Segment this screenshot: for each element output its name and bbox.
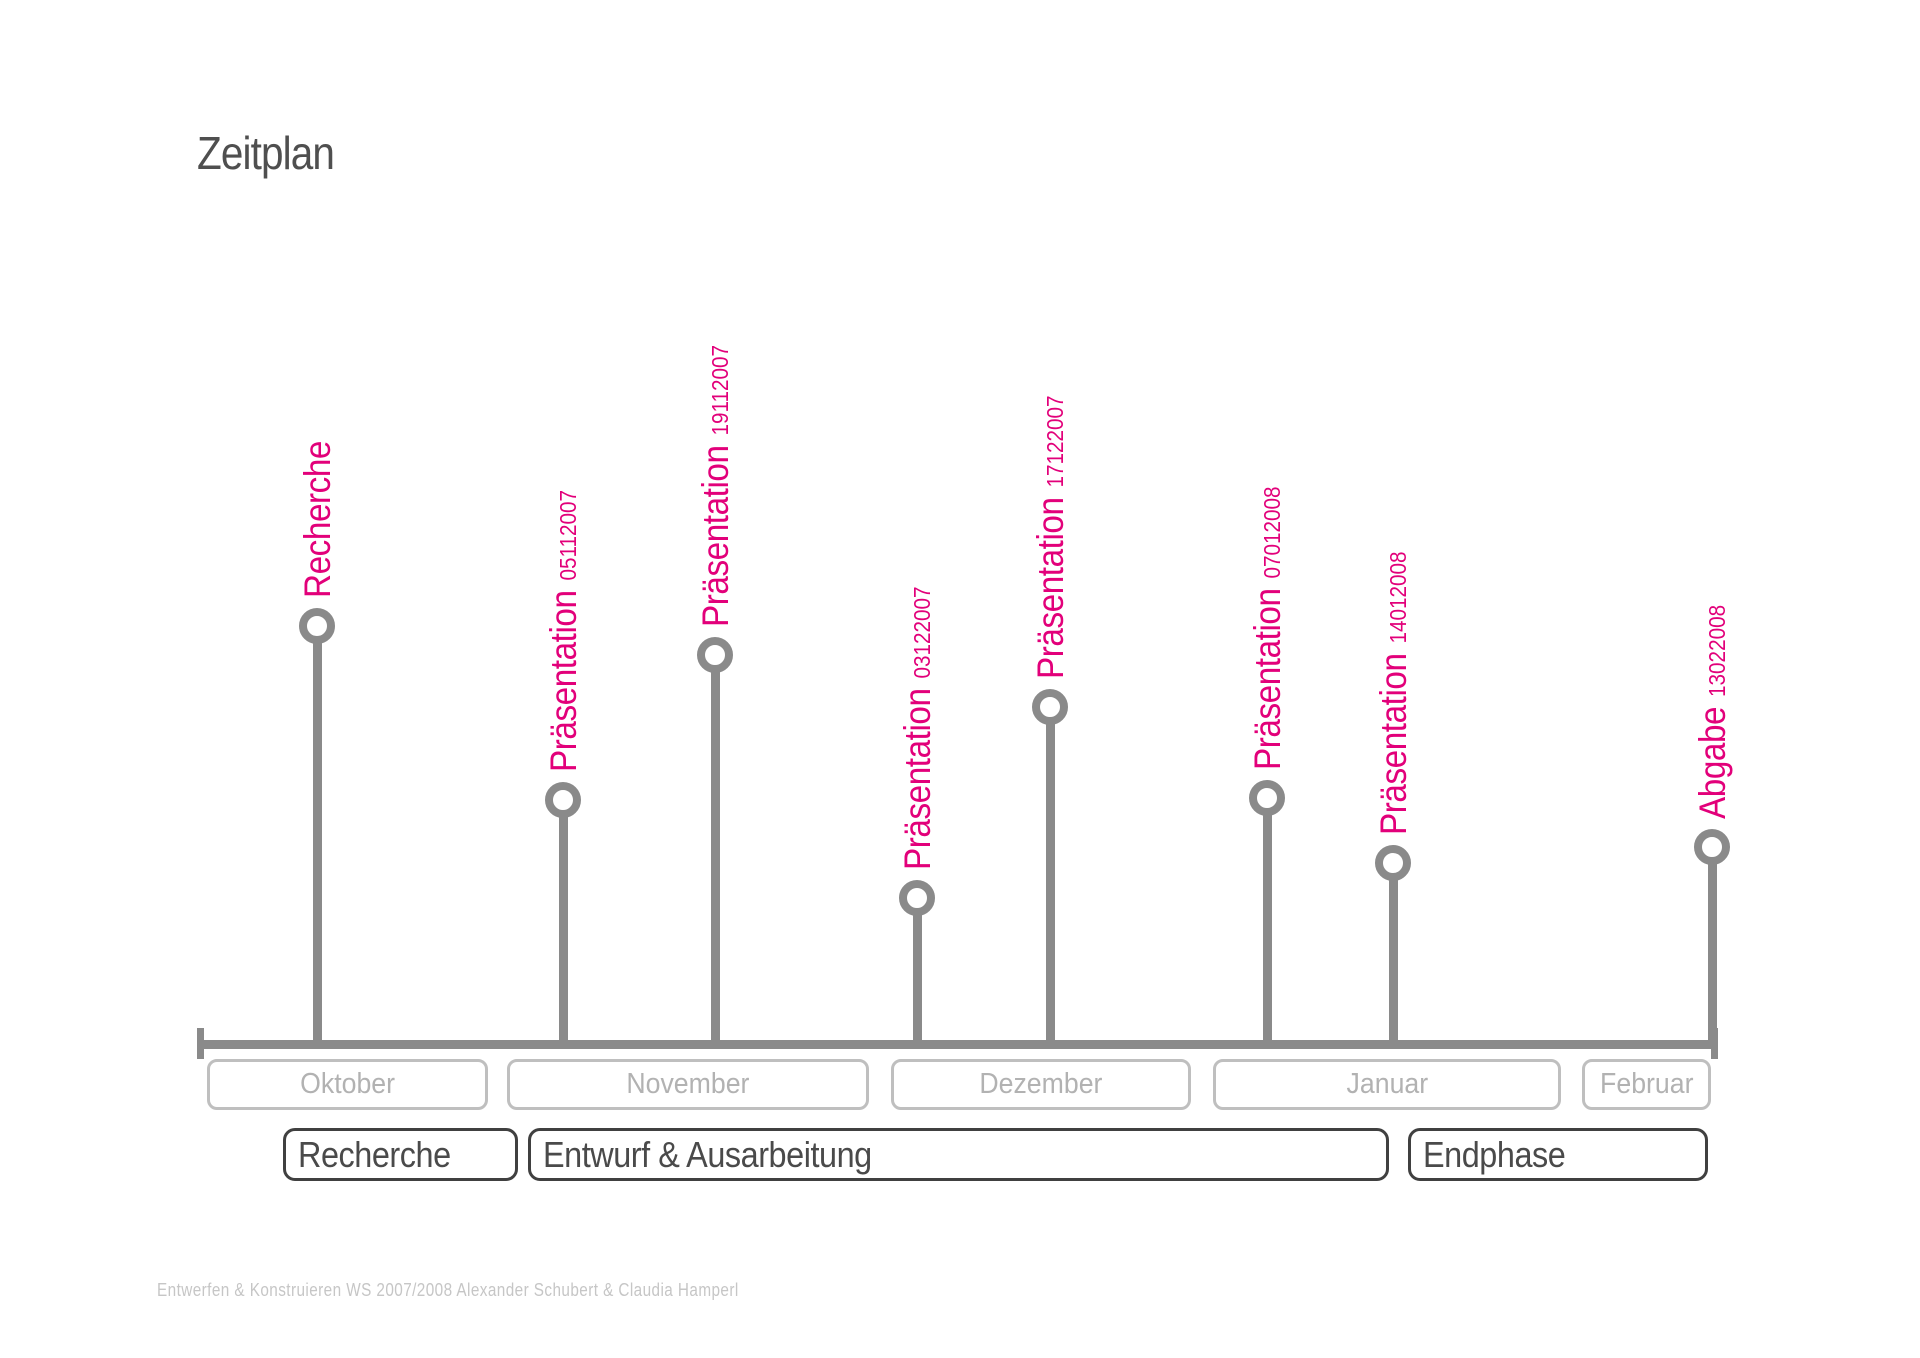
- event-stem: [912, 898, 922, 1048]
- event-label: Präsentation 05112007: [543, 489, 587, 772]
- month-label: Oktober: [300, 1068, 395, 1100]
- event-label: Präsentation 14012008: [1373, 551, 1417, 835]
- event-stem: [1388, 863, 1398, 1048]
- event-name: Recherche: [297, 441, 338, 598]
- phase-label: Entwurf & Ausarbeitung: [543, 1133, 872, 1175]
- page-title: Zeitplan: [197, 127, 335, 179]
- event-label: Präsentation 17122007: [1030, 395, 1074, 679]
- event-date: 05112007: [555, 489, 581, 591]
- phase-box-endphase: Endphase: [1408, 1128, 1708, 1181]
- event-label: Präsentation 03122007: [897, 586, 941, 870]
- timeline-axis: [199, 1040, 1717, 1049]
- month-label: Dezember: [979, 1068, 1103, 1100]
- phase-box-recherche: Recherche: [283, 1128, 518, 1181]
- event-date: 19112007: [707, 344, 733, 446]
- event-name: Präsentation: [1247, 588, 1288, 770]
- timeline-axis-left-cap: [197, 1028, 204, 1059]
- month-label: Januar: [1346, 1068, 1428, 1100]
- month-label: November: [626, 1068, 750, 1100]
- event-label: Präsentation 19112007: [695, 344, 739, 627]
- event-date: 07012008: [1259, 486, 1285, 589]
- phase-box-entwurf-ausarbeitung: Entwurf & Ausarbeitung: [528, 1128, 1389, 1181]
- month-box-november: November: [507, 1059, 869, 1110]
- event-label: Abgabe 13022008: [1692, 604, 1736, 819]
- event-circle: [899, 880, 935, 916]
- phase-label: Endphase: [1423, 1133, 1566, 1175]
- month-box-februar: Februar: [1582, 1059, 1711, 1110]
- event-stem: [1707, 847, 1717, 1048]
- event-date: 14012008: [1385, 551, 1411, 654]
- event-label: Präsentation 07012008: [1247, 486, 1291, 770]
- event-circle: [1032, 689, 1068, 725]
- event-name: Präsentation: [695, 445, 736, 627]
- phase-label: Recherche: [298, 1133, 451, 1175]
- event-name: Präsentation: [1373, 653, 1414, 835]
- event-stem: [1262, 798, 1272, 1048]
- event-label: Recherche: [297, 441, 338, 598]
- event-circle: [545, 782, 581, 818]
- event-date: 17122007: [1042, 395, 1068, 498]
- event-circle: [697, 637, 733, 673]
- event-circle: [1375, 845, 1411, 881]
- month-box-januar: Januar: [1213, 1059, 1561, 1110]
- timeline-axis-right-cap: [1711, 1028, 1718, 1059]
- event-stem: [710, 655, 720, 1048]
- month-box-oktober: Oktober: [207, 1059, 488, 1110]
- event-stem: [1045, 707, 1055, 1048]
- page-footer: Entwerfen & Konstruieren WS 2007/2008 Al…: [157, 1280, 739, 1300]
- event-name: Präsentation: [543, 590, 584, 772]
- month-box-dezember: Dezember: [891, 1059, 1191, 1110]
- event-date: 03122007: [909, 586, 935, 689]
- event-circle: [299, 608, 335, 644]
- event-circle: [1694, 829, 1730, 865]
- event-name: Präsentation: [897, 688, 938, 870]
- event-name: Abgabe: [1692, 706, 1733, 819]
- event-stem: [312, 626, 322, 1048]
- event-date: 13022008: [1704, 604, 1730, 707]
- event-circle: [1249, 780, 1285, 816]
- event-name: Präsentation: [1030, 497, 1071, 679]
- event-stem: [558, 800, 568, 1048]
- month-label: Februar: [1599, 1068, 1694, 1100]
